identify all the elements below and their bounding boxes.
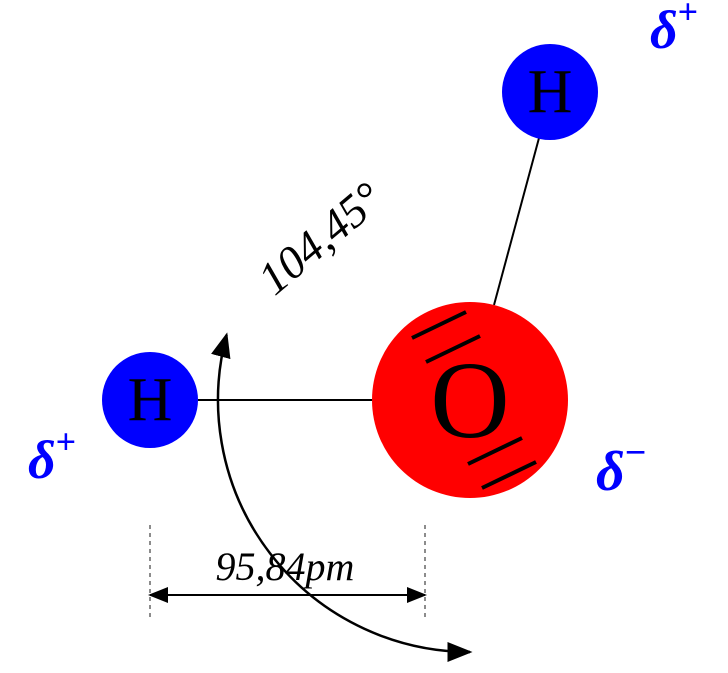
molecule-diagram: O H H 104,45° 95,84pm δ+ δ+ δ− [0, 0, 728, 673]
svg-text:H: H [128, 366, 173, 434]
bond-length-label: 95,84pm [216, 544, 355, 589]
hydrogen-top-atom: H [502, 44, 598, 140]
svg-text:O: O [430, 339, 509, 461]
delta-minus: δ− [596, 432, 646, 503]
svg-text:H: H [528, 58, 573, 126]
delta-plus-left: δ+ [28, 422, 76, 490]
hydrogen-left-atom: H [102, 352, 198, 448]
delta-plus-top: δ+ [650, 0, 698, 60]
bond-angle-label: 104,45° [248, 172, 392, 304]
oxygen-atom: O [372, 302, 568, 498]
